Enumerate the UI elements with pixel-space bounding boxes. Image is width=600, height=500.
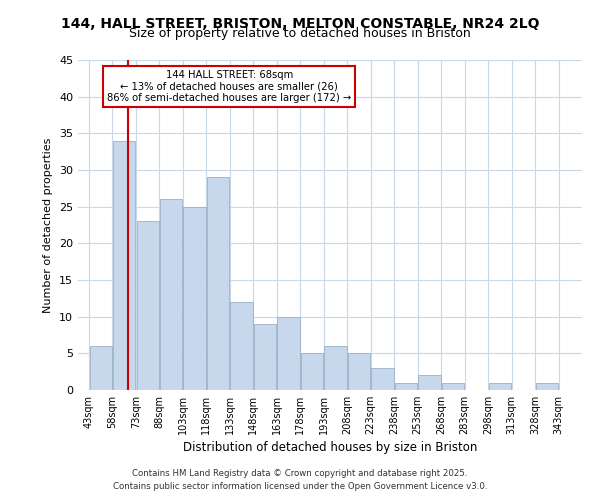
Bar <box>325 346 347 390</box>
Bar <box>137 222 159 390</box>
Bar <box>442 382 464 390</box>
Bar <box>230 302 253 390</box>
Bar <box>113 140 135 390</box>
Bar <box>207 178 229 390</box>
Y-axis label: Number of detached properties: Number of detached properties <box>43 138 53 312</box>
Text: Contains HM Land Registry data © Crown copyright and database right 2025.
Contai: Contains HM Land Registry data © Crown c… <box>113 470 487 491</box>
Bar <box>536 382 558 390</box>
Bar <box>418 376 440 390</box>
Text: Size of property relative to detached houses in Briston: Size of property relative to detached ho… <box>129 28 471 40</box>
Bar <box>301 354 323 390</box>
Bar <box>348 354 370 390</box>
Text: 144, HALL STREET, BRISTON, MELTON CONSTABLE, NR24 2LQ: 144, HALL STREET, BRISTON, MELTON CONSTA… <box>61 18 539 32</box>
X-axis label: Distribution of detached houses by size in Briston: Distribution of detached houses by size … <box>183 441 477 454</box>
Bar <box>89 346 112 390</box>
Bar <box>160 200 182 390</box>
Bar <box>395 382 417 390</box>
Bar <box>277 316 299 390</box>
Bar <box>371 368 394 390</box>
Bar <box>184 206 206 390</box>
Bar <box>489 382 511 390</box>
Text: 144 HALL STREET: 68sqm
← 13% of detached houses are smaller (26)
86% of semi-det: 144 HALL STREET: 68sqm ← 13% of detached… <box>107 70 352 103</box>
Bar <box>254 324 276 390</box>
